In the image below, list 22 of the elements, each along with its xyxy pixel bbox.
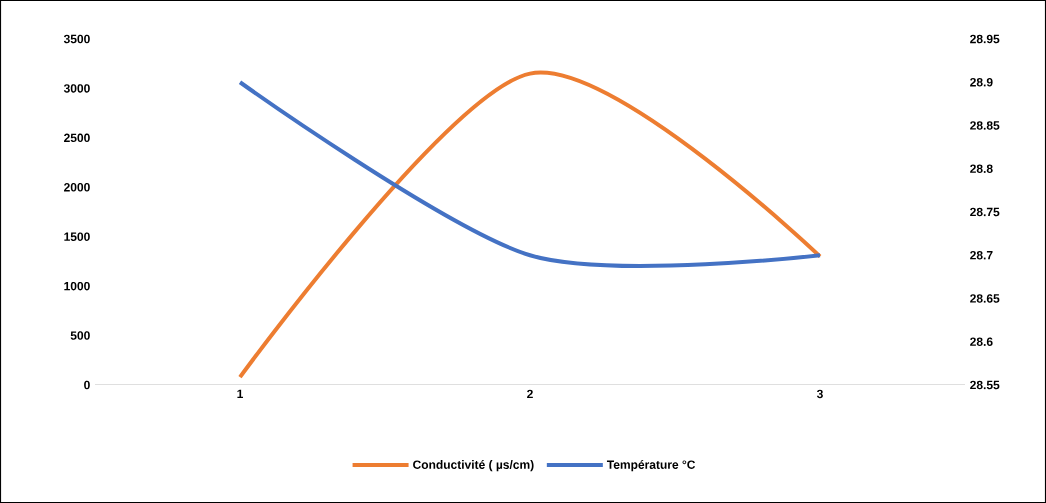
y-tick-label: 2500 <box>64 133 90 143</box>
y2-tick-label: 28.7 <box>970 250 993 260</box>
y-tick-label: 0 <box>84 380 90 390</box>
y2-tick-label: 28.55 <box>970 380 1000 390</box>
x-tick-label: 3 <box>816 389 823 399</box>
y-tick-label: 3500 <box>63 34 90 44</box>
y2-tick-label: 28.65 <box>970 294 1000 303</box>
y2-tick-label: 28.9 <box>970 77 993 87</box>
y2-tick-label: 28.85 <box>970 121 1000 130</box>
y2-tick-label: 28.6 <box>970 337 993 346</box>
y-tick-label: 1000 <box>64 281 90 291</box>
legend-label: Température °C <box>606 460 696 472</box>
x-tick-label: 1 <box>237 389 244 398</box>
y-tick-label: 1500 <box>64 232 90 241</box>
y2-tick-label: 28.8 <box>970 164 993 173</box>
legend-label: Conductivité ( µs/cm) <box>413 460 534 472</box>
x-tick-label: 2 <box>527 389 533 399</box>
y2-tick-label: 28.95 <box>970 34 1000 44</box>
y-tick-label: 3000 <box>63 84 90 93</box>
y2-tick-label: 28.75 <box>970 207 1000 217</box>
y-tick-label: 500 <box>70 331 90 340</box>
y-tick-label: 2000 <box>64 183 90 192</box>
